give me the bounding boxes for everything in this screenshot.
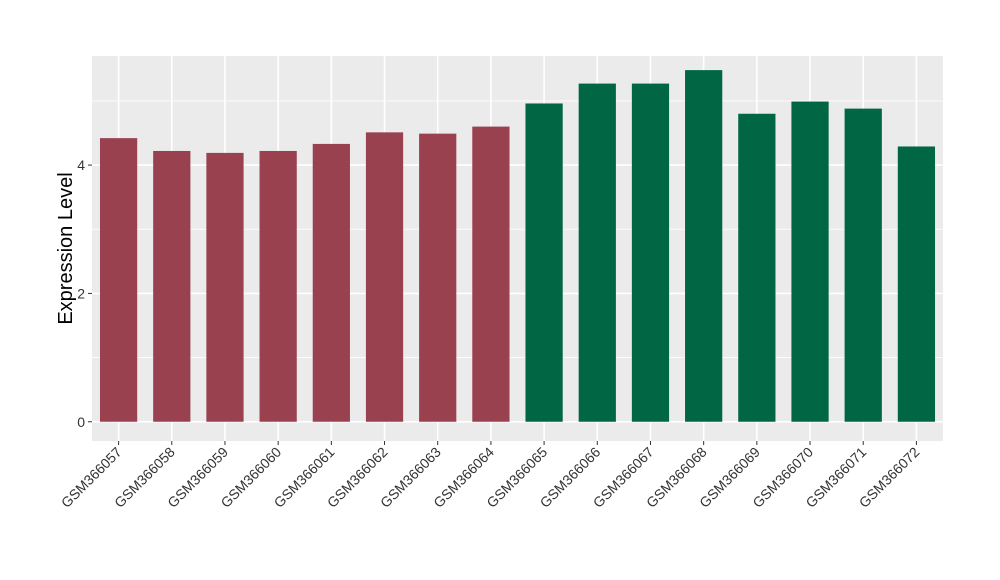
x-axis: GSM366057GSM366058GSM366059GSM366060GSM3… [58,441,923,511]
bar-GSM366058 [153,150,191,422]
bar-GSM366067 [631,83,670,422]
bar-GSM366057 [99,138,138,422]
bar-GSM366064 [472,126,510,422]
y-axis-title: Expression Level [55,172,77,324]
bar-GSM366065 [525,103,563,422]
bar-GSM366070 [791,101,829,422]
bar-GSM366068 [685,70,723,422]
bar-GSM366071 [844,108,882,422]
bar-GSM366061 [312,143,350,422]
y-axis: 0 2 4 [77,157,92,430]
bar-GSM366059 [206,152,244,422]
bars [99,70,936,422]
y-tick-label: 0 [77,414,85,430]
bar-GSM366060 [259,150,297,422]
y-tick-label: 2 [77,285,85,301]
y-tick-label: 4 [77,157,85,173]
bar-GSM366066 [578,83,616,422]
bar-GSM366063 [419,133,457,422]
bar-GSM366069 [738,113,776,422]
bar-GSM366072 [897,146,936,422]
bar-GSM366062 [365,132,404,422]
